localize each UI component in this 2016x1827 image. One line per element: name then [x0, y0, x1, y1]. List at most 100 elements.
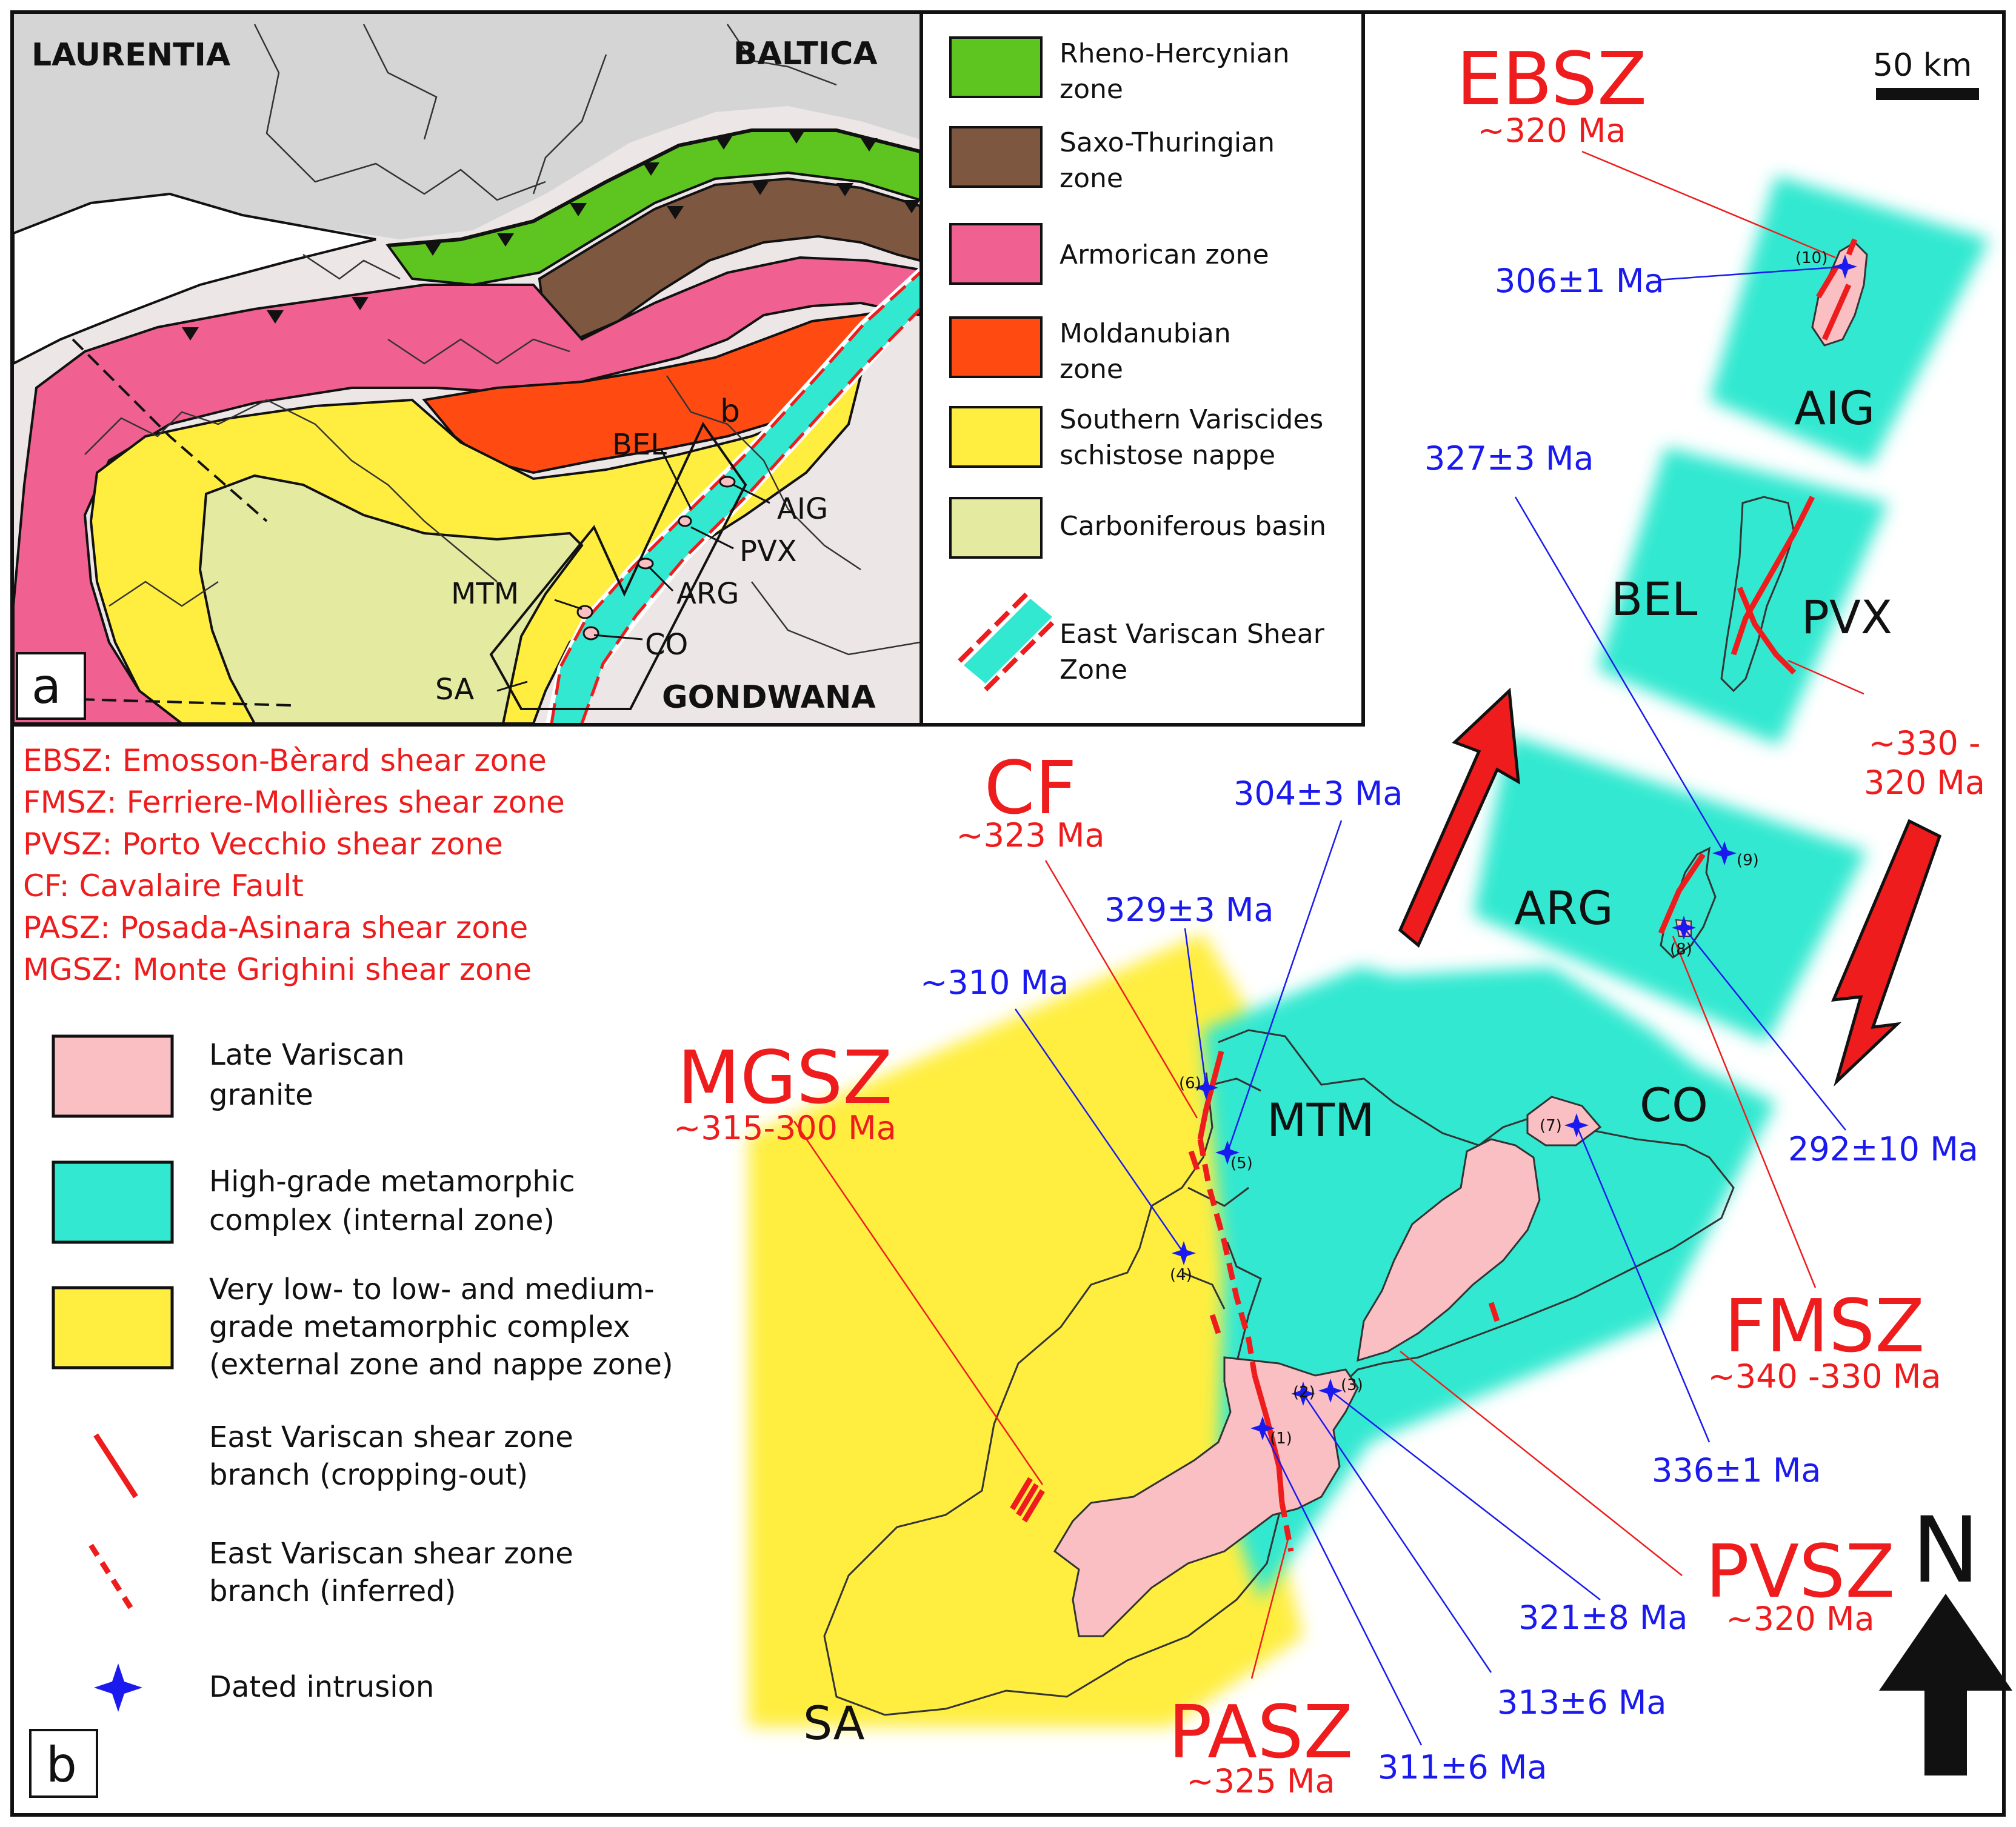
pasz-age: ~325 Ma: [1186, 1762, 1335, 1800]
svg-text:~310 Ma: ~310 Ma: [920, 963, 1069, 1002]
white-gap: [13, 192, 376, 365]
svg-text:(3): (3): [1341, 1376, 1363, 1394]
svg-text:(1): (1): [1270, 1429, 1292, 1448]
date-labels: 306±1 Ma 327±3 Ma 304±3 Ma 329±3 Ma ~310…: [920, 262, 1978, 1786]
laurentia-label: LAURENTIA: [32, 37, 230, 73]
dextral-arrow-up: [1398, 687, 1520, 948]
panel-a-map: [13, 13, 920, 724]
bel-pvx-outline: [1720, 496, 1795, 693]
ebsz-name: EBSZ: [1457, 38, 1647, 122]
legend-a-shear: East Variscan Shear Zone: [958, 588, 1325, 691]
abbreviation-list: EBSZ: Emosson-Bèrard shear zone FMSZ: Fe…: [23, 743, 565, 987]
high-grade-zone-main: [1203, 967, 1776, 1600]
high-grade-zone-arg: [1473, 734, 1867, 1042]
pvx-age-label: ~330 -320 Ma: [1864, 724, 1985, 802]
svg-text:Dated intrusion: Dated intrusion: [209, 1670, 434, 1704]
panel-a-co: CO: [645, 628, 688, 662]
laurentia-baltica-landmass: [13, 13, 920, 364]
svg-text:(8): (8): [1670, 940, 1692, 959]
frames: [10, 10, 2006, 1817]
svg-text:(2): (2): [1293, 1383, 1315, 1402]
fmsz-name: FMSZ: [1724, 1285, 1925, 1369]
panel-b-map: (1) (2) (3) (4) (5) (6) (7) (8) (9) (10): [749, 150, 1989, 1746]
svg-text:Armorican zone: Armorican zone: [1060, 239, 1269, 270]
svg-text:(5): (5): [1230, 1154, 1253, 1173]
legend-a: Rheno-Hercynian zone Saxo-Thuringian zone …: [949, 36, 1326, 691]
legend-b: Late Variscan granite High-grade metamorp…: [52, 1034, 673, 1712]
shear-leaders: [793, 150, 1864, 1679]
legend-a-southern: Southern Variscides schistose nappe: [949, 404, 1323, 471]
svg-text:(9): (9): [1737, 851, 1759, 870]
date-leaders: [1014, 265, 1846, 1746]
panel-a-aig: AIG: [777, 492, 828, 526]
panel-a-leaders: [496, 448, 770, 692]
svg-text:311±6 Ma: 311±6 Ma: [1378, 1748, 1547, 1786]
svg-text:292±10 Ma: 292±10 Ma: [1788, 1130, 1978, 1168]
corsica-outline: [1218, 1029, 1735, 1383]
legend-b-low-grade: Very low- to low- and medium-grade metam…: [52, 1273, 673, 1382]
svg-text:304±3 Ma: 304±3 Ma: [1233, 774, 1403, 813]
suture-dashed: [72, 338, 268, 522]
region-arg: ARG: [1514, 881, 1614, 935]
site-numbers: (1) (2) (3) (4) (5) (6) (7) (8) (9) (10): [1170, 249, 1827, 1448]
pvsz-name: PVSZ: [1706, 1530, 1895, 1614]
svg-text:(10): (10): [1795, 249, 1827, 267]
region-bel: BEL: [1611, 572, 1698, 626]
north-label: N: [1912, 1498, 1980, 1603]
cf-age: ~323 Ma: [956, 816, 1104, 854]
svg-text:Carboniferous basin: Carboniferous basin: [1060, 511, 1326, 542]
legend-a-moldanubian: Moldanubian zone: [949, 316, 1231, 385]
svg-text:327±3 Ma: 327±3 Ma: [1424, 439, 1594, 478]
svg-text:329±3 Ma: 329±3 Ma: [1104, 891, 1274, 929]
coastlines: [84, 24, 920, 656]
svg-text:(6): (6): [1179, 1074, 1201, 1093]
panel-a-mtm: MTM: [451, 577, 519, 611]
legend-a-rheno: Rheno-Hercynian zone: [949, 36, 1290, 105]
panel-a-pvx: PVX: [739, 534, 797, 568]
legend-b-granite: Late Variscan granite: [52, 1034, 405, 1118]
armorican-zone: [13, 256, 920, 724]
svg-text:PASZ: Posada-Asinara shear zon: PASZ: Posada-Asinara shear zone: [23, 910, 528, 945]
svg-text:(7): (7): [1540, 1117, 1562, 1135]
svg-text:313±6 Ma: 313±6 Ma: [1497, 1683, 1667, 1722]
gondwana-label: GONDWANA: [662, 679, 876, 716]
east-variscan-shear-strip: [552, 273, 920, 724]
legend-a-carboniferous: Carboniferous basin: [949, 497, 1326, 559]
ebsz-age: ~320 Ma: [1477, 111, 1626, 150]
legend-b-shear-cropping: East Variscan shear zone branch (cropping…: [93, 1420, 573, 1499]
svg-text:336±1 Ma: 336±1 Ma: [1652, 1451, 1821, 1489]
panel-a-box-label: b: [720, 393, 740, 430]
panel-b-extent-box: [489, 422, 747, 710]
granite-sardinia: [1053, 1356, 1359, 1637]
legend-a-saxo: Saxo-Thuringian zone: [949, 126, 1275, 194]
legend-a-armorican: Armorican zone: [949, 223, 1269, 285]
dextral-arrow-down: [1831, 819, 1942, 1087]
svg-text:Very low- to low- and medium-g: Very low- to low- and medium-grade metam…: [209, 1273, 673, 1382]
region-mtm: MTM: [1267, 1093, 1375, 1147]
region-aig: AIG: [1794, 381, 1875, 435]
north-arrow: [1879, 1594, 2012, 1775]
panel-b-label: b: [46, 1737, 77, 1793]
shear-lines-b: [1010, 238, 1858, 1552]
cf-name: CF: [984, 747, 1077, 831]
panel-a-sa: SA: [435, 673, 474, 707]
svg-text:FMSZ: Ferriere-Mollières shear: FMSZ: Ferriere-Mollières shear zone: [23, 785, 565, 820]
baltica-label: BALTICA: [733, 36, 878, 72]
dated-stars: [1172, 255, 1857, 1440]
mgsz-age: ~315-300 Ma: [673, 1109, 896, 1147]
panel-a-arg: ARG: [676, 577, 739, 611]
svg-text:CF: Cavalaire Fault: CF: Cavalaire Fault: [23, 868, 304, 904]
region-sa: SA: [803, 1696, 865, 1750]
mgsz-name: MGSZ: [678, 1036, 893, 1120]
region-co: CO: [1640, 1078, 1708, 1132]
